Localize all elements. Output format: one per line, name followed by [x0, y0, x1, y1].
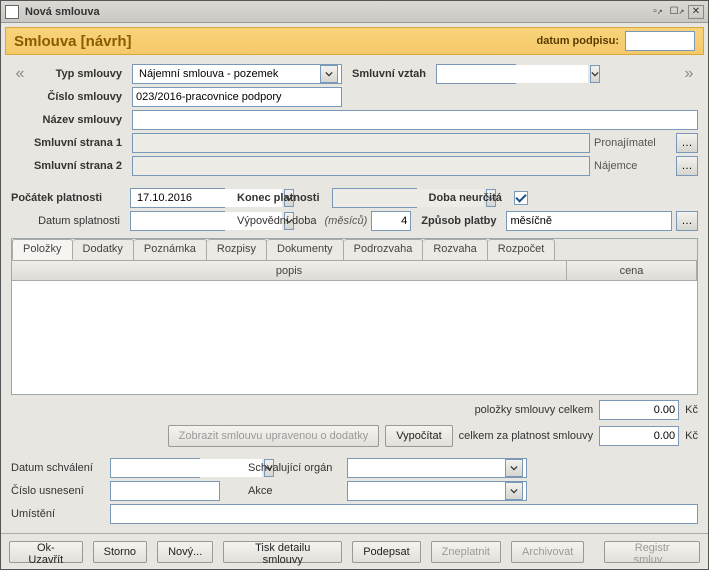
- tab-dodatky[interactable]: Dodatky: [73, 239, 134, 260]
- show-dodatky-button: Zobrazit smlouvu upravenou o dodatky: [168, 425, 380, 447]
- next-arrow-icon[interactable]: »: [680, 65, 698, 83]
- prev-arrow-icon[interactable]: «: [11, 65, 29, 83]
- vypovedni-unit: (měsíců): [325, 215, 368, 227]
- sign-date-label: datum podpisu:: [537, 35, 620, 47]
- vypovedni-label: Výpovědní doba: [229, 215, 321, 227]
- titlebar: Nová smlouva ▫↗ ☐↗ ✕: [1, 1, 708, 23]
- smluvni-vztah-input[interactable]: [440, 65, 588, 83]
- neurcita-label: Doba neurčitá: [421, 192, 510, 204]
- tab-rozpisy[interactable]: Rozpisy: [207, 239, 267, 260]
- akce-input[interactable]: [351, 482, 503, 500]
- storno-button[interactable]: Storno: [93, 541, 147, 563]
- datum-schvaleni-input[interactable]: [114, 459, 262, 477]
- strana2-input[interactable]: [132, 156, 590, 176]
- datum-schvaleni-label: Datum schválení: [11, 462, 106, 474]
- platnost-total-value[interactable]: [599, 426, 679, 446]
- window-icon: [5, 5, 19, 19]
- maximize-icon[interactable]: ☐↗: [669, 5, 685, 19]
- strana2-role: Nájemce: [594, 160, 672, 172]
- items-total-value[interactable]: [599, 400, 679, 420]
- cislo-usneseni-input[interactable]: [110, 481, 220, 501]
- zpusob-label: Způsob platby: [415, 215, 502, 227]
- strana2-lookup-button[interactable]: …: [676, 156, 698, 176]
- cislo-smlouvy-label: Číslo smlouvy: [33, 91, 128, 103]
- typ-smlouvy-combo[interactable]: [132, 64, 342, 84]
- zpusob-input[interactable]: [506, 211, 672, 231]
- tabs: Položky Dodatky Poznámka Rozpisy Dokumen…: [12, 239, 697, 261]
- zneplatnit-button: Zneplatnit: [431, 541, 501, 563]
- strana1-lookup-button[interactable]: …: [676, 133, 698, 153]
- schvalujici-input[interactable]: [351, 459, 503, 477]
- minimize-icon[interactable]: ▫↗: [650, 5, 666, 19]
- strana1-label: Smluvní strana 1: [33, 137, 128, 149]
- header-strip: Smlouva [návrh] datum podpisu:: [5, 27, 704, 55]
- schvalujici-combo[interactable]: [347, 458, 527, 478]
- strana1-input[interactable]: [132, 133, 590, 153]
- neurcita-checkbox[interactable]: [514, 191, 528, 205]
- pocatek-date[interactable]: [130, 188, 225, 208]
- col-popis[interactable]: popis: [12, 261, 567, 280]
- umisteni-label: Umístění: [11, 508, 106, 520]
- konec-label: Konec platnosti: [229, 192, 328, 204]
- archivovat-button: Archivovat: [511, 541, 584, 563]
- akce-label: Akce: [248, 485, 343, 497]
- items-total-label: položky smlouvy celkem: [475, 404, 594, 416]
- novy-button[interactable]: Nový...: [157, 541, 213, 563]
- window-title: Nová smlouva: [25, 6, 647, 18]
- footer: Ok-Uzavřít Storno Nový... Tisk detailu s…: [1, 533, 708, 569]
- calculate-button[interactable]: Vypočítat: [385, 425, 452, 447]
- tab-rozpocet[interactable]: Rozpočet: [488, 239, 555, 260]
- splatnost-label: Datum splatnosti: [11, 215, 126, 227]
- col-cena[interactable]: cena: [567, 261, 697, 280]
- tab-dokumenty[interactable]: Dokumenty: [267, 239, 344, 260]
- grid-body[interactable]: [12, 281, 697, 394]
- strana2-label: Smluvní strana 2: [33, 160, 128, 172]
- tab-polozky[interactable]: Položky: [12, 239, 73, 260]
- pocatek-label: Počátek platnosti: [11, 192, 126, 204]
- ok-close-button[interactable]: Ok-Uzavřít: [9, 541, 83, 563]
- window: Nová smlouva ▫↗ ☐↗ ✕ Smlouva [návrh] dat…: [0, 0, 709, 570]
- tisk-button[interactable]: Tisk detailu smlouvy: [223, 541, 342, 563]
- cislo-usneseni-label: Číslo usnesení: [11, 485, 106, 497]
- close-icon[interactable]: ✕: [688, 5, 704, 19]
- grid-header: popis cena: [12, 261, 697, 281]
- typ-smlouvy-label: Typ smlouvy: [33, 68, 128, 80]
- datum-schvaleni-combo[interactable]: [110, 458, 200, 478]
- zpusob-lookup-button[interactable]: …: [676, 211, 698, 231]
- tab-poznamka[interactable]: Poznámka: [134, 239, 207, 260]
- akce-combo[interactable]: [347, 481, 527, 501]
- podepsat-button[interactable]: Podepsat: [352, 541, 420, 563]
- tab-rozvaha[interactable]: Rozvaha: [423, 239, 487, 260]
- chevron-down-icon[interactable]: [320, 65, 338, 83]
- smluvni-vztah-combo[interactable]: [436, 64, 516, 84]
- typ-smlouvy-input[interactable]: [136, 65, 318, 83]
- chevron-down-icon[interactable]: [505, 482, 523, 500]
- vypovedni-input[interactable]: [371, 211, 411, 231]
- chevron-down-icon[interactable]: [505, 459, 523, 477]
- smluvni-vztah-label: Smluvní vztah: [346, 68, 432, 80]
- registr-button: Registr smluv...: [604, 541, 700, 563]
- sign-date-input[interactable]: [625, 31, 695, 51]
- platnost-total-label: celkem za platnost smlouvy: [459, 430, 594, 442]
- schvalujici-label: Schvalující orgán: [248, 462, 343, 474]
- konec-date[interactable]: [332, 188, 417, 208]
- nazev-smlouvy-input[interactable]: [132, 110, 698, 130]
- chevron-down-icon[interactable]: [590, 65, 600, 83]
- cislo-smlouvy-input[interactable]: [132, 87, 342, 107]
- items-total-unit: Kč: [685, 404, 698, 416]
- tab-podrozvaha[interactable]: Podrozvaha: [344, 239, 424, 260]
- page-title: Smlouva [návrh]: [14, 33, 537, 50]
- umisteni-input[interactable]: [110, 504, 698, 524]
- strana1-role: Pronajímatel: [594, 137, 672, 149]
- platnost-total-unit: Kč: [685, 430, 698, 442]
- nazev-smlouvy-label: Název smlouvy: [33, 114, 128, 126]
- splatnost-date[interactable]: [130, 211, 225, 231]
